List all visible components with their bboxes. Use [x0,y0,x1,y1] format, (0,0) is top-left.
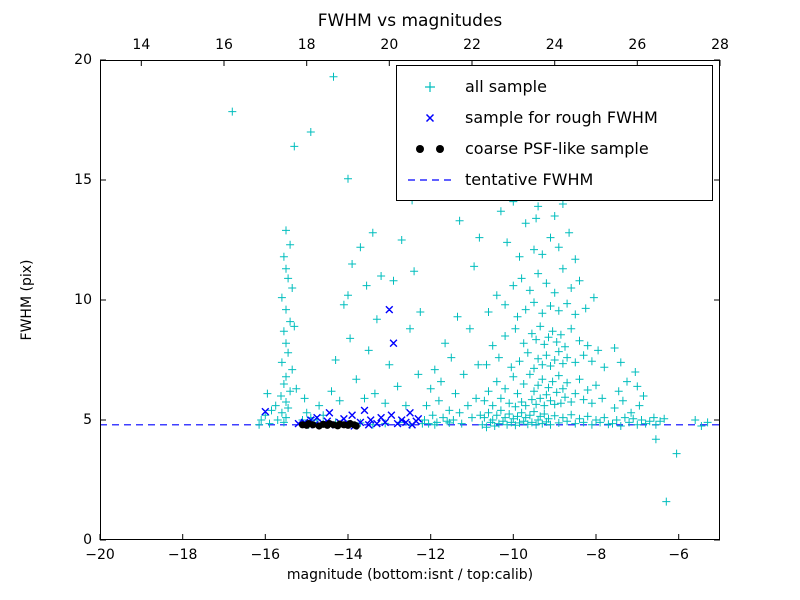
x-marker-icon [425,113,435,122]
top-x-tick-label: 18 [297,37,316,53]
x-tick-label: −20 [85,547,115,563]
legend-item-rough-fwhm: sample for rough FWHM [405,102,704,133]
psf-sample-marker [309,421,317,429]
top-x-tick-label: 16 [215,37,233,53]
legend-label: all sample [465,77,547,96]
psf-sample-marker [352,422,360,430]
x-axis-label: magnitude (bottom:isnt / top:calib) [286,567,534,583]
y-tick-label: 20 [74,52,92,68]
legend-label: coarse PSF-like sample [465,139,649,158]
top-x-tick-label: 22 [463,37,481,53]
y-tick-label: 10 [74,292,92,308]
x-tick-label: −10 [498,547,529,563]
x-tick-label: −6 [668,547,689,563]
y-tick-label: 0 [83,532,92,548]
legend-label: sample for rough FWHM [465,108,658,127]
x-tick-label: −18 [167,547,198,563]
dots-marker-icon [416,144,444,153]
legend-label: tentative FWHM [465,170,594,189]
all-sample-markers [228,72,712,506]
top-x-tick-label: 14 [132,37,151,53]
rough-fwhm-markers [261,305,423,430]
x-tick-label: −16 [250,547,281,563]
legend: all sample sample for rough FWHM coarse … [396,65,713,201]
x-tick-label: −8 [585,547,607,563]
legend-item-psf-sample: coarse PSF-like sample [405,133,704,164]
y-tick-label: 15 [74,172,92,188]
x-tick-label: −12 [415,547,446,563]
dashed-line-icon [408,178,452,181]
x-tick-label: −14 [333,547,363,563]
y-tick-label: 5 [83,412,92,428]
top-x-tick-label: 26 [628,37,647,53]
plus-marker-icon [425,81,435,92]
legend-item-tentative-fwhm: tentative FWHM [405,164,704,195]
top-x-tick-label: 20 [380,37,399,53]
plot-area [99,59,721,541]
top-x-tick-label: 24 [545,37,564,53]
top-x-tick-label: 28 [711,37,729,53]
chart-title: FWHM vs magnitudes [317,11,503,31]
legend-item-all-sample: all sample [405,71,704,102]
